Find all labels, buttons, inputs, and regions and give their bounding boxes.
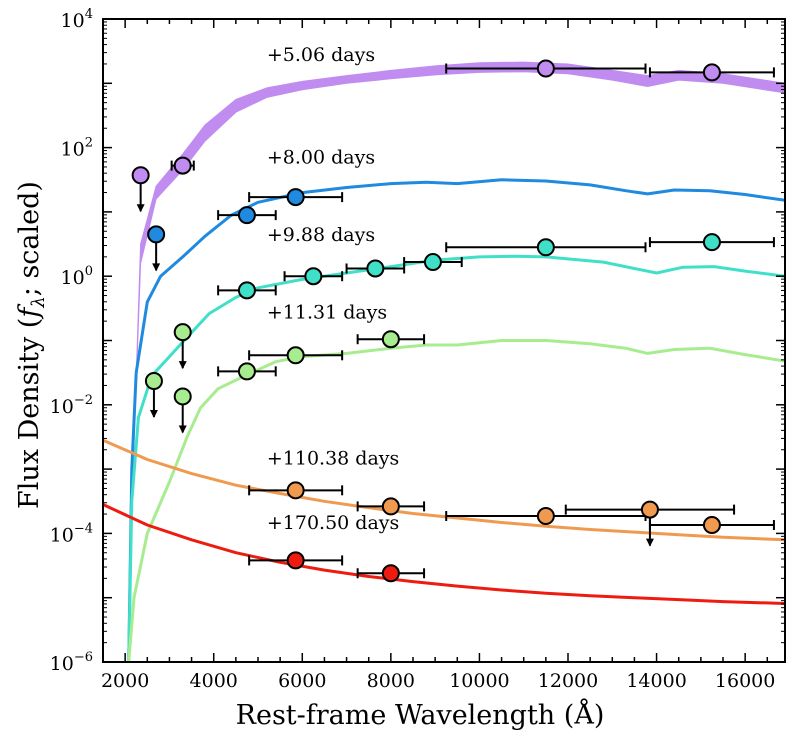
arrow-head: [136, 204, 145, 213]
data-point-9-88-days: [217, 281, 277, 300]
plot-frame: [102, 18, 786, 663]
data-point-5-06-days: [445, 59, 647, 78]
x-tick-label: 8000: [367, 670, 415, 692]
marker: [536, 59, 555, 78]
marker: [286, 551, 305, 570]
marker: [173, 156, 192, 175]
x-tick-label: 10000: [449, 670, 509, 692]
series-5-06-days-label: +5.06 days: [267, 44, 375, 66]
data-point-11-31-days: [173, 323, 192, 370]
x-tick-label: 12000: [538, 670, 598, 692]
marker: [536, 507, 555, 526]
marker: [304, 267, 323, 286]
marker: [640, 500, 659, 519]
data-point-11-31-days: [173, 387, 192, 434]
data-point-5-06-days: [170, 156, 195, 175]
marker: [381, 497, 400, 516]
series-11-31-days-label: +11.31 days: [267, 302, 387, 324]
data-point-9-88-days: [283, 267, 344, 286]
series-5-06-days-band: [128, 61, 785, 598]
series-11-31-days-line: [127, 339, 785, 662]
data-point-110-38-days: [445, 507, 647, 526]
data-point-5-06-days: [648, 63, 775, 82]
data-point-170-50-days: [356, 564, 426, 583]
data-point-110-38-days: [356, 497, 426, 516]
y-tick-label: 10−2: [50, 393, 93, 418]
marker: [702, 516, 721, 535]
y-tick-label: 104: [61, 7, 93, 32]
data-point-110-38-days: [248, 481, 344, 500]
y-tick-label: 102: [61, 136, 93, 161]
marker: [286, 188, 305, 207]
data-point-11-31-days: [217, 362, 277, 381]
x-tick-label: 16000: [715, 670, 775, 692]
x-tick-label: 4000: [190, 670, 238, 692]
arrow-head: [178, 425, 187, 434]
series-9-88-days-label: +9.88 days: [267, 224, 375, 246]
marker: [173, 323, 192, 342]
marker: [144, 372, 163, 391]
series-110-38-days-line: [103, 438, 785, 542]
data-point-110-38-days: [648, 516, 775, 535]
y-tick-label: 10−4: [50, 521, 93, 546]
data-point-11-31-days: [248, 346, 344, 365]
marker: [173, 387, 192, 406]
y-tick-label: 10−6: [50, 650, 93, 675]
x-tick-label: 2000: [101, 670, 149, 692]
y-tick-label: 100: [61, 264, 93, 289]
marker: [131, 166, 150, 185]
arrow-head: [152, 263, 161, 272]
series-8-00-days-line: [127, 178, 785, 662]
data-point-170-50-days: [248, 551, 344, 570]
data-point-8-00-days: [147, 225, 166, 272]
marker: [702, 63, 721, 82]
series-110-38-days-label: +110.38 days: [267, 448, 399, 470]
series-9-88-days-line: [127, 254, 785, 662]
x-axis-label: Rest-frame Wavelength (Å): [236, 698, 605, 731]
series-8-00-days-label: +8.00 days: [267, 147, 375, 169]
series-170-50-days-label: +170.50 days: [267, 512, 399, 534]
marker: [147, 225, 166, 244]
data-point-9-88-days: [403, 253, 463, 272]
ticks-layer: 2000 4000 6000 8000 10000 12000 14000 16000 104 1…: [50, 7, 785, 692]
y-axis-label: Flux Density (fλ; scaled): [14, 181, 49, 509]
marker: [381, 564, 400, 583]
data-point-110-38-days: [564, 500, 736, 547]
data-point-9-88-days: [648, 233, 775, 252]
series-170-50-days-line: [103, 503, 785, 605]
arrow-head: [178, 361, 187, 370]
data-point-8-00-days: [217, 206, 277, 225]
data-point-9-88-days: [445, 238, 647, 257]
series-layer: [103, 61, 785, 662]
marker: [237, 206, 256, 225]
axes-frame: [102, 18, 786, 663]
arrow-head: [149, 410, 158, 419]
marker: [286, 346, 305, 365]
marker: [423, 253, 442, 272]
points-layer: [131, 59, 775, 583]
data-point-11-31-days: [144, 372, 163, 419]
series-labels: +5.06 days +8.00 days +9.88 days +11.31 day…: [267, 44, 399, 534]
marker: [237, 362, 256, 381]
marker: [286, 481, 305, 500]
marker: [381, 330, 400, 349]
data-point-11-31-days: [356, 330, 426, 349]
marker: [366, 259, 385, 278]
data-point-9-88-days: [345, 259, 406, 278]
marker: [702, 233, 721, 252]
x-tick-label: 6000: [278, 670, 326, 692]
arrow-head: [645, 538, 654, 547]
marker: [237, 281, 256, 300]
x-tick-label: 14000: [626, 670, 686, 692]
data-point-5-06-days: [131, 166, 150, 213]
marker: [536, 238, 555, 257]
data-point-8-00-days: [248, 188, 344, 207]
